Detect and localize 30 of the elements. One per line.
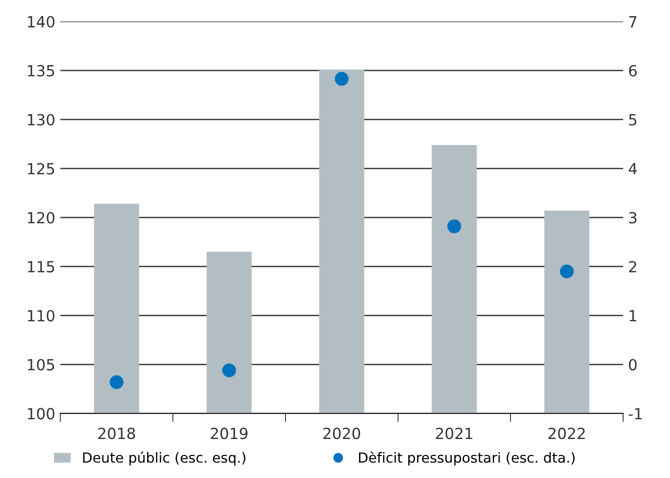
y2-tick-label: -1 xyxy=(628,408,642,420)
y2-tick-label: 5 xyxy=(629,114,636,126)
x-tick-label: 2021 xyxy=(436,428,472,440)
y2-tick-label: 0 xyxy=(628,358,637,370)
y-tick-label: 115 xyxy=(28,261,54,273)
legend-label: Dèficit pressupostari (esc. dta.) xyxy=(359,452,575,466)
point xyxy=(222,363,236,378)
x-tick-label: 2019 xyxy=(210,428,248,440)
point xyxy=(110,375,124,390)
y-tick-label: 125 xyxy=(28,162,54,175)
y2-tick-label: 6 xyxy=(629,64,637,77)
y2-tick-label: 3 xyxy=(629,212,636,224)
y-tick-label: 135 xyxy=(28,64,54,77)
y2-tick-label: 4 xyxy=(628,163,637,174)
y-tick-label: 140 xyxy=(28,16,54,28)
y-tick-label: 130 xyxy=(28,114,54,126)
x-tick-label: 2018 xyxy=(98,428,135,440)
point xyxy=(334,72,349,86)
y-tick-label: 120 xyxy=(28,212,54,224)
y2-tick-label: 7 xyxy=(629,16,636,28)
point xyxy=(560,264,574,278)
x-tick-label: 2022 xyxy=(548,428,585,440)
legend-label: Deute públic (esc. esq.) xyxy=(83,452,246,466)
y2-tick-label: 1 xyxy=(630,310,636,322)
y-tick-label: 100 xyxy=(28,408,54,420)
x-tick-label: 2020 xyxy=(323,428,360,440)
y-tick-label: 110 xyxy=(28,310,54,322)
point xyxy=(447,219,462,234)
y-tick-label: 105 xyxy=(28,358,54,370)
y2-tick-label: 2 xyxy=(629,260,636,272)
